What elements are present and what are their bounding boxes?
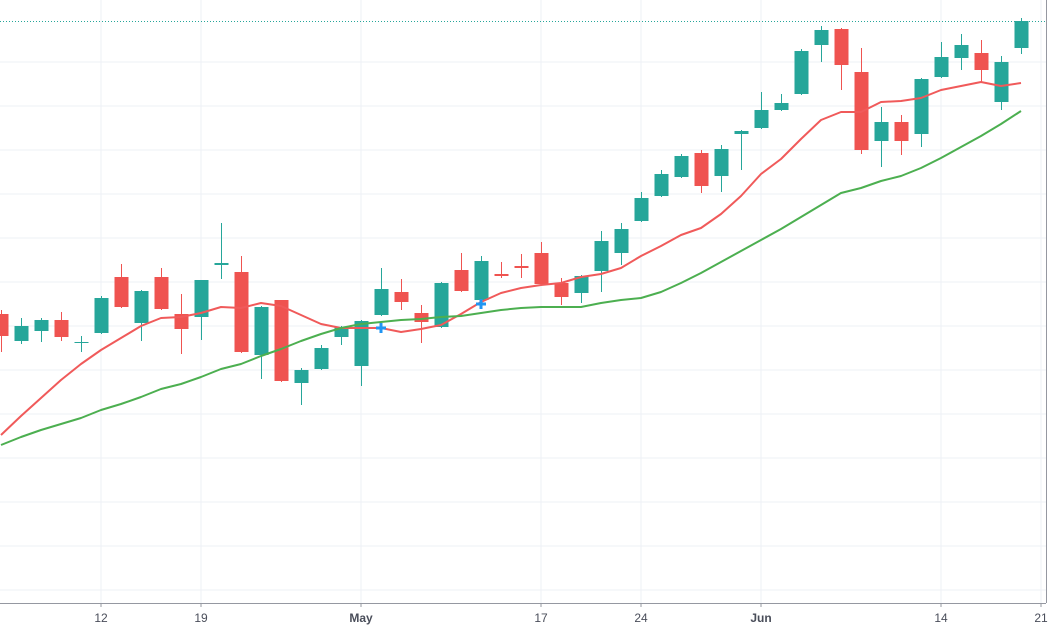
candle-body [454,270,469,291]
candle-body [874,122,889,141]
candle-body [74,342,89,343]
candle-body [774,103,789,110]
candle-body [694,153,709,186]
candle-body [654,174,669,196]
candle-body [914,79,929,134]
candle-body [994,62,1009,102]
x-tick-label: 19 [194,611,208,625]
candle-body [934,57,949,77]
candle-body [614,229,629,253]
x-tick-label: 24 [634,611,648,625]
candle-body [114,277,129,307]
candle-body [974,53,989,70]
x-tick-label: May [349,611,373,625]
candle-body [254,307,269,355]
candle-body [734,131,749,134]
candle-body [674,156,689,177]
candle-body [474,261,489,300]
x-tick-label: 17 [534,611,548,625]
candle-body [294,370,309,383]
candle-body [14,326,29,341]
candle-body [274,300,289,381]
candle-body [374,289,389,315]
candle-body [594,241,609,271]
candle-body [894,122,909,141]
moving-average [0,110,1022,446]
moving-average [0,81,1022,436]
candle-body [414,313,429,322]
candle-body [134,291,149,323]
candle-body [394,292,409,302]
candle-body [334,327,349,337]
candle-body [574,276,589,293]
candle-body [434,283,449,327]
candle-body [714,149,729,176]
candle-body [794,51,809,94]
candle-body [534,253,549,284]
x-tick-label: 21 [1034,611,1048,625]
candle-body [954,45,969,58]
candle-body [754,110,769,128]
candle-body [554,283,569,297]
candle-body [814,30,829,45]
candle-body [354,321,369,366]
x-tick-label: 14 [934,611,948,625]
candle-body [54,320,69,337]
candle-body [314,348,329,369]
candle-body [514,266,529,268]
signal-marker [476,299,486,309]
x-tick-label: Jun [750,611,771,625]
x-tick-label: 12 [94,611,108,625]
candle-body [214,263,229,265]
signal-marker [376,323,386,333]
candle-body [154,277,169,309]
candle-body [194,280,209,317]
candle-body [834,29,849,65]
candle-body [0,314,9,336]
candle-body [94,298,109,333]
candle-body [634,198,649,221]
candle-body [234,272,249,352]
candle-body [34,320,49,331]
candle-body [1014,21,1029,48]
candle-body [494,274,509,276]
